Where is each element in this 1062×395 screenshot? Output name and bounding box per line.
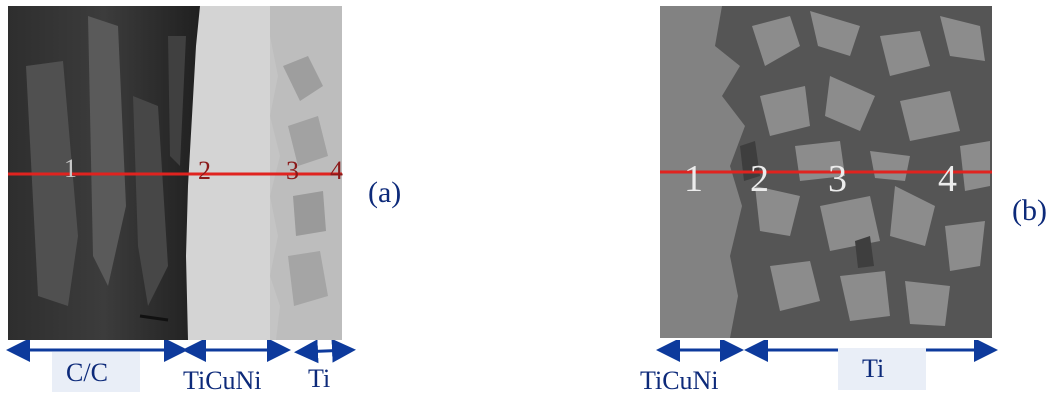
zone-label-bg-cc bbox=[52, 352, 140, 392]
point-a-3: 3 bbox=[286, 156, 299, 185]
micrograph-b-image bbox=[660, 6, 992, 338]
zone-label-ticuni-a: TiCuNi bbox=[183, 366, 262, 395]
arrow-ti-zone-a bbox=[294, 340, 356, 364]
zone-label-cc: C/C bbox=[66, 358, 108, 387]
zone-label-ti-a: Ti bbox=[308, 364, 331, 393]
zone-label-ticuni-b: TiCuNi bbox=[640, 366, 719, 395]
point-b-2: 2 bbox=[750, 158, 769, 200]
point-b-3: 3 bbox=[828, 158, 847, 200]
micrograph-a bbox=[8, 6, 342, 340]
caption-a: (a) bbox=[368, 176, 402, 209]
point-a-4: 4 bbox=[330, 156, 343, 185]
point-a-1: 1 bbox=[64, 154, 77, 183]
zone-label-ti-b: Ti bbox=[862, 354, 885, 383]
caption-b: (b) bbox=[1012, 194, 1047, 227]
point-b-4: 4 bbox=[938, 158, 957, 200]
micrograph-b bbox=[660, 6, 992, 338]
point-a-2: 2 bbox=[198, 156, 211, 185]
point-b-1: 1 bbox=[684, 158, 703, 200]
zone-arrows-a bbox=[6, 340, 356, 364]
zone-arrows-b bbox=[656, 340, 998, 362]
micrograph-a-image bbox=[8, 6, 342, 340]
zone-label-bg-ti-b bbox=[838, 348, 926, 390]
